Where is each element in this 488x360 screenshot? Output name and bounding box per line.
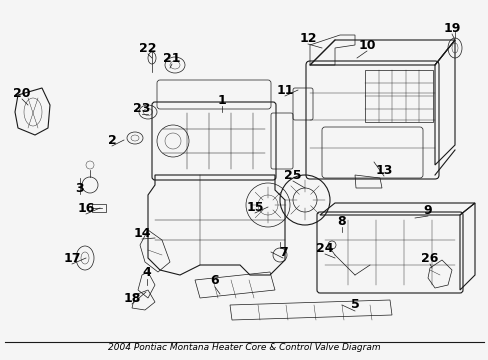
Text: 9: 9 [423, 203, 431, 216]
Text: 10: 10 [358, 39, 375, 51]
Text: 23: 23 [133, 102, 150, 114]
Text: 8: 8 [337, 215, 346, 228]
Text: 12: 12 [299, 32, 316, 45]
Text: 2: 2 [107, 134, 116, 147]
Text: 7: 7 [278, 246, 287, 258]
Text: 22: 22 [139, 41, 157, 54]
Text: 21: 21 [163, 51, 181, 64]
Text: 13: 13 [375, 163, 392, 176]
Text: 25: 25 [284, 168, 301, 181]
Text: 24: 24 [316, 242, 333, 255]
Text: 6: 6 [210, 274, 219, 288]
Text: 15: 15 [246, 201, 263, 213]
Text: 18: 18 [123, 292, 141, 305]
Text: 4: 4 [142, 266, 151, 279]
Text: 26: 26 [421, 252, 438, 265]
Text: 5: 5 [350, 298, 359, 311]
Text: 3: 3 [76, 181, 84, 194]
Text: 17: 17 [63, 252, 81, 265]
Text: 19: 19 [443, 22, 460, 35]
Text: 16: 16 [77, 202, 95, 215]
Text: 11: 11 [276, 84, 293, 96]
Text: 2004 Pontiac Montana Heater Core & Control Valve Diagram: 2004 Pontiac Montana Heater Core & Contr… [108, 343, 380, 352]
Text: 20: 20 [13, 86, 31, 99]
Text: 1: 1 [217, 94, 226, 107]
Text: 14: 14 [133, 226, 150, 239]
